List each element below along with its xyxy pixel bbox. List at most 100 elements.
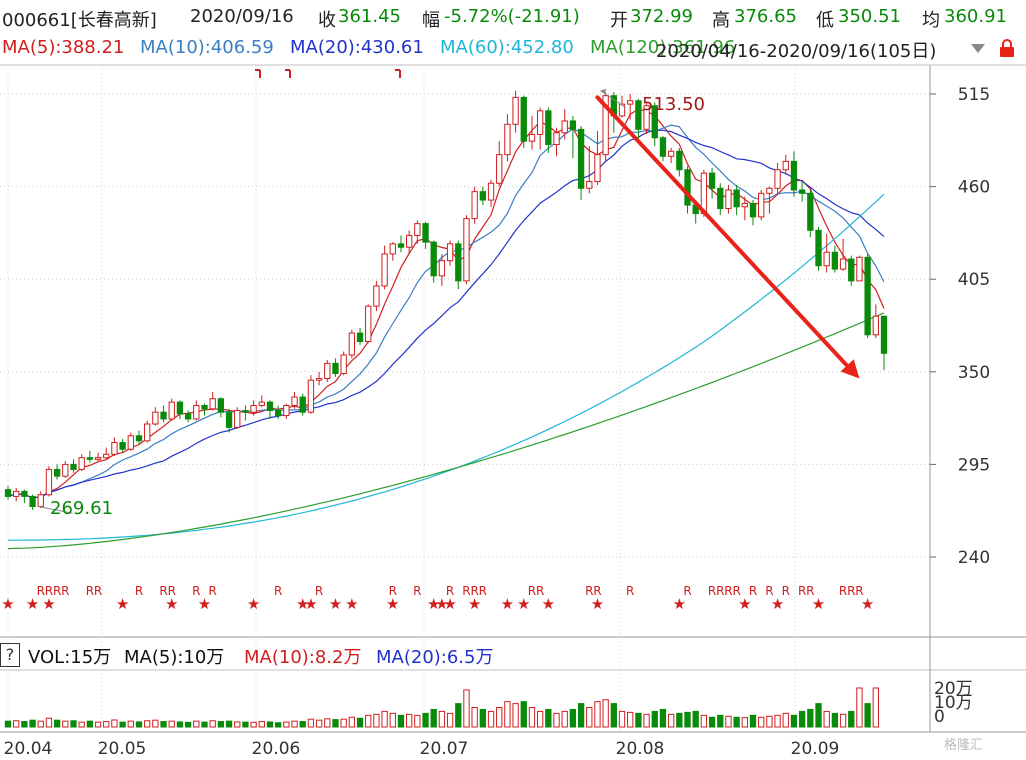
star-marker: ★ (771, 595, 784, 613)
star-marker: ★ (501, 595, 514, 613)
candle (823, 233, 830, 273)
volume-bar (586, 707, 593, 728)
candle (283, 403, 290, 419)
candle-body (21, 490, 28, 497)
stock-code-name[interactable]: 000661[长春高新] (2, 10, 157, 31)
volume-bar (356, 717, 364, 728)
candle (774, 163, 781, 196)
question-icon[interactable]: ? (0, 643, 20, 667)
quote-header: 000661[长春高新] 2020/09/16 收 361.45 幅 -5.72… (0, 0, 1026, 34)
star-marker: ★ (42, 595, 55, 613)
candle-body (160, 411, 167, 420)
candle (111, 437, 118, 456)
low-pointer (38, 506, 73, 514)
volume-bar (389, 712, 396, 728)
star-marker: ★ (329, 595, 342, 613)
candle-body (414, 223, 421, 236)
candle-body (144, 423, 151, 442)
r-marker: R (716, 584, 724, 598)
candle (381, 245, 388, 290)
volume-bar (528, 707, 536, 728)
candle-body (405, 234, 413, 248)
volume-bar (471, 707, 478, 728)
low-value: 350.51 (838, 6, 901, 27)
dropdown-arrow-icon[interactable] (968, 38, 988, 58)
price-tick-label: 295 (958, 455, 990, 475)
candle-body (463, 218, 470, 282)
lock-icon[interactable] (996, 38, 1018, 58)
volume-bar (545, 708, 552, 728)
candle-body (446, 243, 454, 262)
candle-body (176, 401, 184, 415)
r-marker: R (847, 584, 855, 598)
candle (119, 439, 126, 453)
volume-bar (733, 716, 740, 728)
volume-bar (618, 710, 626, 728)
r-marker: R (732, 584, 740, 598)
volume-bar (864, 703, 871, 728)
candle-body (880, 315, 888, 354)
volume-bar (168, 720, 175, 728)
volume-bar (381, 710, 388, 728)
star-marker: ★ (304, 595, 317, 613)
candle (397, 235, 405, 253)
volume-bar (839, 713, 847, 728)
star-marker: ★ (345, 595, 358, 613)
r-marker: R (798, 584, 806, 598)
x-tick-label: 20.06 (252, 739, 301, 759)
r-marker: R (626, 584, 634, 598)
candle-body (586, 181, 593, 189)
star-marker: ★ (296, 595, 309, 613)
candle-body (332, 362, 339, 374)
candle (275, 405, 282, 419)
candle-body (438, 260, 446, 277)
ma20-line (7, 129, 885, 499)
star-marker: ★ (542, 595, 555, 613)
ma20-legend: MA(20):430.61 (290, 37, 424, 58)
candle-body (275, 410, 282, 417)
date-range[interactable]: 2020/04/16-2020/09/16(105日) (656, 41, 937, 62)
candle-body (234, 410, 241, 428)
candle-body (561, 120, 568, 134)
volume-bar (438, 710, 446, 728)
candle (676, 147, 683, 177)
close-value: 361.45 (338, 6, 401, 27)
candle (94, 452, 102, 462)
star-marker: ★ (386, 595, 399, 613)
candle (627, 94, 634, 120)
candle-body (651, 105, 658, 139)
candle-body (708, 172, 716, 189)
candle (332, 358, 339, 377)
candle (455, 240, 462, 290)
r-marker: R (168, 584, 176, 598)
r-marker: R (274, 584, 282, 598)
volume-bar (790, 714, 798, 728)
volume-bar (332, 719, 339, 728)
volume-bar (717, 714, 724, 728)
vol-value: VOL:15万 (28, 647, 112, 668)
star-marker: ★ (468, 595, 481, 613)
r-marker: R (470, 584, 478, 598)
candle-body (741, 202, 748, 208)
volume-bar (258, 721, 265, 728)
candle-body (545, 110, 552, 146)
r-marker: R (37, 584, 45, 598)
candle (496, 141, 503, 187)
candle-body (4, 489, 12, 497)
candle-body (266, 401, 274, 412)
candle (291, 392, 298, 409)
candle-body (733, 189, 740, 208)
r-marker: R (86, 584, 94, 598)
r-marker: R (192, 584, 200, 598)
price-tick-label: 240 (958, 548, 990, 568)
candle-body (807, 192, 814, 231)
candle-body (479, 191, 487, 201)
candle-body (758, 192, 765, 218)
volume-bar (160, 721, 167, 728)
price-tick-label: 515 (958, 85, 990, 105)
high-label: 513.50 (642, 94, 705, 115)
volume-bar (242, 721, 249, 728)
candle-body (127, 435, 134, 450)
r-marker: R (61, 584, 69, 598)
volume-bar (299, 721, 306, 728)
